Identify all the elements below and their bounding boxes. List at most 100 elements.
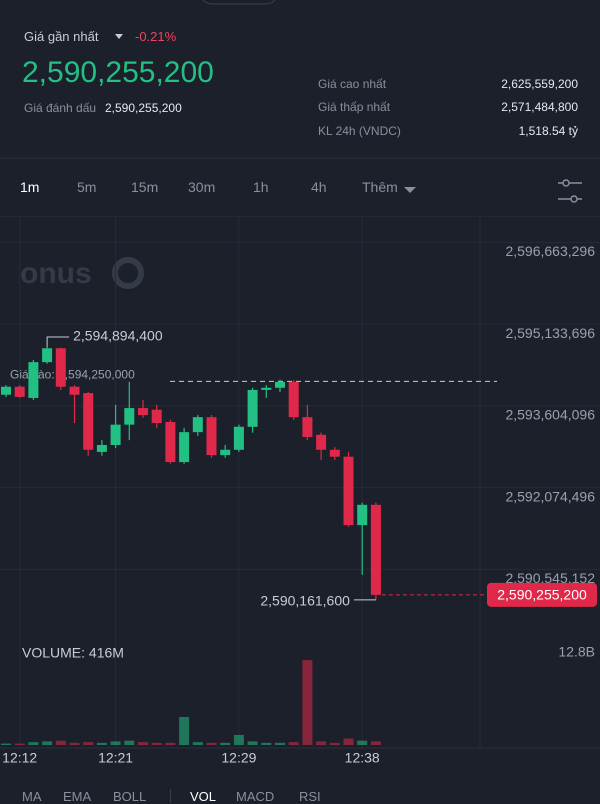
watermark: onus — [20, 257, 92, 290]
candle-body — [302, 417, 313, 437]
volume-bar — [233, 734, 244, 745]
candle-body — [261, 387, 272, 390]
header-decor — [0, 0, 600, 159]
y-tick-label: 2,593,604,096 — [505, 407, 595, 423]
volume-bar — [302, 660, 313, 745]
candle-body — [28, 362, 39, 398]
timeframe-tab[interactable]: 4h — [311, 179, 327, 195]
x-tick-label: 12:29 — [221, 750, 256, 766]
volume-bar — [124, 740, 135, 745]
timeframe-tab[interactable]: 1h — [253, 179, 269, 195]
watermark-logo — [112, 257, 144, 289]
volume-bar — [165, 742, 176, 745]
candle-body — [1, 386, 11, 395]
volume-bar — [14, 743, 25, 745]
mark-price-label: Giá đánh dấu — [24, 101, 97, 115]
timeframe-tab[interactable]: 30m — [188, 179, 216, 195]
last-price: 2,590,255,200 — [22, 56, 214, 89]
volume-bar — [138, 742, 148, 745]
indicator-tab[interactable]: MACD — [236, 789, 275, 804]
candle-body — [55, 348, 66, 387]
stat-value: 2,625,559,200 — [501, 77, 578, 91]
volume-bar — [275, 742, 285, 745]
stat-label: KL 24h (VNDC) — [318, 124, 401, 138]
candle-body — [69, 386, 80, 395]
candle-body — [138, 408, 148, 416]
entry-label: Giá vào: 2,594,250,000 — [10, 368, 135, 382]
mark-price: 2,590,255,200 — [105, 101, 182, 115]
dropdown-arrow[interactable] — [115, 34, 123, 39]
plot: onus 2,596,663,296 2,595,133,696 2,593,604… — [0, 216, 600, 766]
volume-bar — [288, 742, 299, 745]
tabs-decor — [404, 179, 582, 203]
timeframe-tab[interactable]: 5m — [77, 179, 97, 195]
candle-body — [247, 389, 258, 427]
candle-body — [42, 348, 53, 363]
last-price-tag — [487, 582, 597, 607]
volume-bar — [69, 742, 80, 745]
volume-bar — [55, 740, 66, 745]
indicator-tab[interactable]: EMA — [63, 789, 92, 804]
volume-bar — [151, 742, 162, 745]
candle-body — [370, 504, 381, 595]
more-tab[interactable]: Thêm — [362, 179, 398, 195]
volume-bar — [96, 742, 107, 745]
volume-bar — [220, 742, 231, 745]
volume-tick-label: 12.8B — [558, 644, 595, 660]
volume-bar — [42, 741, 53, 745]
y-tick-label: 2,595,133,696 — [505, 325, 595, 341]
candle-body — [329, 449, 340, 457]
last-price-tag-label: 2,590,255,200 — [497, 587, 587, 603]
volume-bar — [370, 741, 381, 745]
volume-bar — [261, 742, 272, 745]
candle-body — [220, 449, 231, 456]
candle-body — [179, 432, 190, 463]
last-price-label[interactable]: Giá gần nhất — [24, 29, 99, 44]
candle-body — [124, 408, 135, 425]
change: -0.21% — [135, 29, 177, 44]
volume-bar — [192, 742, 203, 745]
candle-body — [357, 504, 368, 526]
chart: onus 2,596,663,296 2,595,133,696 2,593,604… — [0, 216, 600, 766]
top-handle — [202, 0, 276, 5]
candle-body — [165, 421, 176, 463]
candle-body — [206, 417, 217, 456]
volume-bar — [343, 738, 354, 745]
divider — [170, 789, 171, 803]
candle-body — [83, 393, 94, 450]
volume-bar — [316, 741, 327, 745]
stat-label: Giá cao nhất — [318, 77, 387, 91]
candle-body — [14, 386, 25, 397]
timeframe-tab[interactable]: 15m — [131, 179, 159, 195]
x-tick-label: 12:21 — [98, 750, 133, 766]
x-tick-label: 12:38 — [345, 750, 380, 766]
candle-body — [96, 444, 107, 452]
candle-body — [110, 424, 121, 445]
indicator-tab[interactable]: MA — [22, 789, 42, 804]
candle-body — [288, 381, 299, 418]
volume-bar — [247, 741, 258, 745]
volume-bar — [83, 742, 94, 745]
timeframe-tab[interactable]: 1m — [20, 179, 40, 195]
settings-icon[interactable] — [558, 179, 582, 203]
indicator-tab[interactable]: RSI — [299, 789, 321, 804]
candle-body — [316, 434, 327, 450]
y-tick-label: 2,592,074,496 — [505, 488, 595, 504]
high-pointer — [46, 336, 70, 347]
more-arrow — [404, 187, 416, 193]
volume-label: VOLUME: 416M — [22, 645, 124, 661]
volume-bar — [28, 742, 39, 745]
volume-bar — [206, 742, 217, 745]
indicator-tab[interactable]: BOLL — [113, 789, 147, 804]
volume-bar — [110, 741, 121, 745]
candle-body — [192, 417, 203, 433]
volume-bar — [1, 743, 11, 745]
indicator-tab[interactable]: VOL — [190, 789, 217, 804]
low-label: 2,590,161,600 — [260, 593, 350, 609]
stat-value: 1,518.54 tỷ — [518, 124, 578, 138]
y-tick-label: 2,590,545,152 — [505, 570, 595, 586]
stat-label: Giá thấp nhất — [318, 100, 391, 114]
volume-bar — [329, 742, 340, 745]
volume-bar — [357, 740, 368, 745]
